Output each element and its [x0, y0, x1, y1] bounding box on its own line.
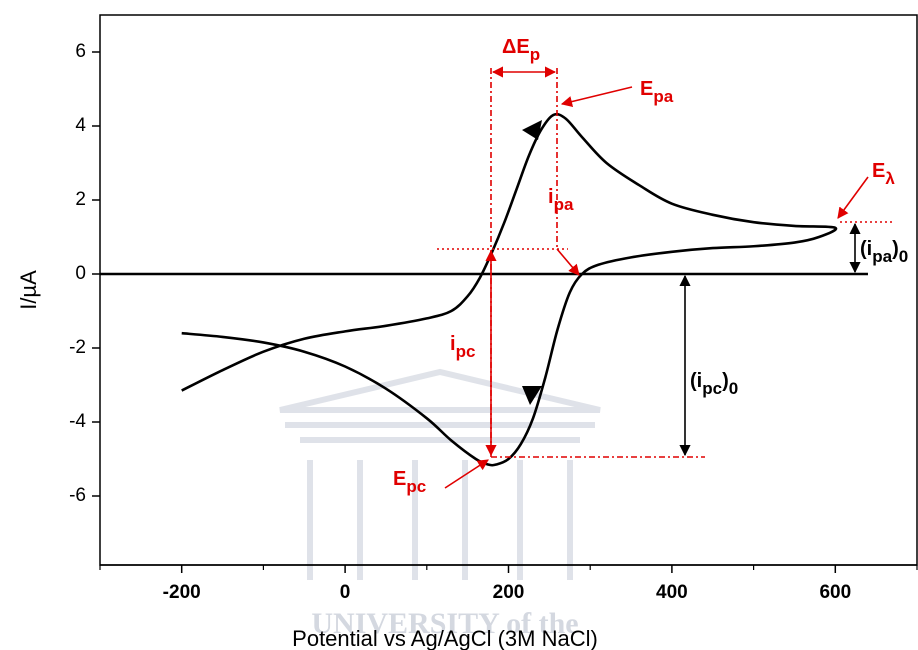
annotation-part: 0	[899, 247, 908, 266]
annotation-part: pc	[406, 477, 426, 496]
annotation: ΔEp	[502, 36, 540, 64]
annotation-part: E	[640, 78, 653, 100]
annotation-part: E	[393, 468, 406, 490]
annotation-line	[557, 249, 579, 275]
annotation-part: (i	[860, 238, 872, 260]
chart: UNIVERSITY of the Potential vs Ag/AgCl (…	[0, 0, 918, 650]
x-tick-label: 400	[656, 582, 688, 603]
y-axis-label: I/µA	[16, 270, 41, 310]
y-tick-label: -2	[69, 337, 86, 358]
annotation-part: 0	[729, 379, 738, 398]
annotation-part: λ	[885, 169, 895, 188]
y-tick-label: 0	[75, 263, 86, 284]
annotation-line	[838, 177, 868, 218]
annotation: Eλ	[872, 160, 895, 188]
annotation-part: pc	[702, 379, 722, 398]
y-tick-label: 2	[75, 189, 86, 210]
y-tick-label: -4	[69, 411, 86, 432]
scan-direction-arrow	[522, 120, 542, 140]
watermark-building	[280, 372, 600, 580]
annotation-part: p	[530, 45, 540, 64]
annotation-line	[562, 87, 632, 104]
plot-frame	[100, 15, 917, 565]
annotation: Epa	[640, 78, 674, 106]
annotation-part: pa	[872, 247, 892, 266]
annotation: (ipc)0	[690, 370, 738, 398]
annotation-part: )	[892, 238, 899, 260]
x-tick-label: -200	[163, 582, 201, 603]
x-tick-label: 0	[340, 582, 351, 603]
annotation-part: pc	[456, 342, 476, 361]
annotation-part: pa	[653, 87, 673, 106]
annotation: (ipa)0	[860, 238, 908, 266]
annotation: ipc	[450, 333, 475, 361]
annotation-part: )	[722, 370, 729, 392]
annotation: ipa	[548, 186, 574, 214]
y-tick-label: -6	[69, 485, 86, 506]
y-tick-label: 4	[75, 115, 86, 136]
annotation-part: pa	[554, 195, 574, 214]
annotation-part: E	[872, 160, 885, 182]
y-tick-label: 6	[75, 41, 86, 62]
x-axis-label: Potential vs Ag/AgCl (3M NaCl)	[292, 626, 598, 650]
x-tick-label: 600	[819, 582, 851, 603]
annotation-part: ΔE	[502, 36, 530, 58]
annotation: Epc	[393, 468, 426, 496]
x-tick-label: 200	[493, 582, 525, 603]
annotation-part: (i	[690, 370, 702, 392]
